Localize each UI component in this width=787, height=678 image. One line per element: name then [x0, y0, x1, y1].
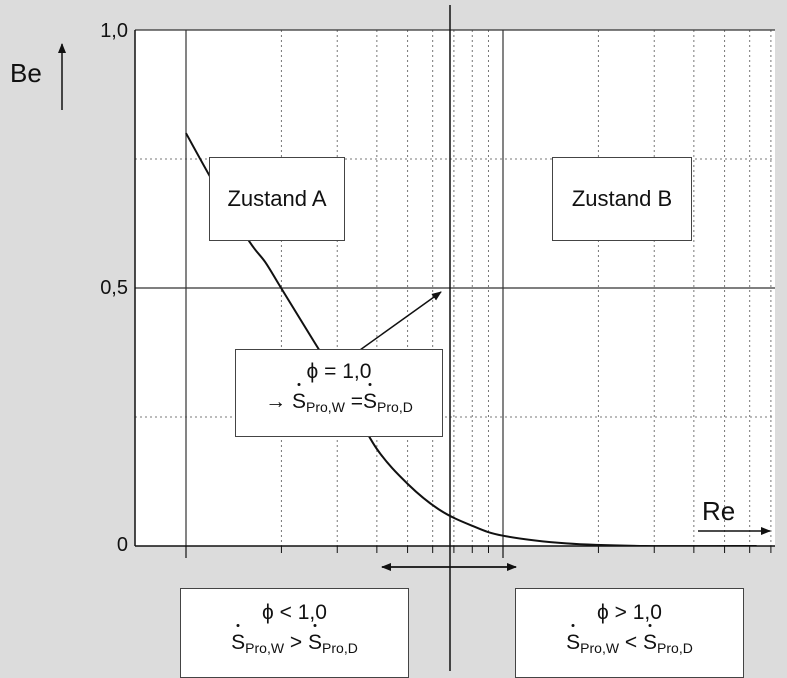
annotation-arrow	[359, 291, 442, 351]
x-ticks	[185, 546, 772, 558]
s-dot-right: S	[308, 627, 322, 659]
zone-b-box: Zustand B	[552, 157, 692, 241]
operator: =	[350, 390, 364, 413]
x-axis-title: Re	[702, 496, 735, 526]
zone-a-box: Zustand A	[209, 157, 345, 241]
s-dot-left: S	[231, 627, 245, 659]
s-dot-left: S	[292, 386, 306, 418]
left-phi-text: ϕ < 1,0	[262, 601, 327, 624]
s-dot-right: S	[363, 386, 377, 418]
subscript-right: Pro,D	[377, 399, 413, 415]
subscript-right: Pro,D	[657, 640, 693, 656]
operator: <	[624, 631, 638, 654]
zone-a-label: Zustand A	[227, 186, 327, 211]
grid-major	[135, 29, 775, 546]
y-tick-label: 0	[117, 534, 128, 556]
right-phi-text: ϕ > 1,0	[597, 601, 662, 624]
s-dot-left: S	[566, 627, 580, 659]
zone-b-label: Zustand B	[571, 186, 673, 211]
center-arrow-glyph: →	[265, 390, 287, 413]
y-axis-title: Be	[10, 58, 42, 88]
right-s-relation: SPro,W < SPro,D	[516, 627, 743, 664]
subscript-left: Pro,W	[306, 399, 345, 415]
s-dot-right: S	[643, 627, 657, 659]
subscript-left: Pro,W	[580, 640, 620, 656]
operator: >	[289, 631, 303, 654]
y-tick-label: 0,5	[100, 277, 128, 299]
subscript-left: Pro,W	[245, 640, 285, 656]
y-tick-label: 1,0	[100, 20, 128, 42]
subscript-right: Pro,D	[322, 640, 358, 656]
center-annotation-box: ϕ = 1,0 → SPro,W =SPro,D	[235, 349, 443, 437]
series-line	[185, 132, 757, 546]
center-phi-text: ϕ = 1,0	[306, 360, 372, 383]
right-annotation-box: ϕ > 1,0 SPro,W < SPro,D	[515, 588, 744, 678]
center-s-relation: → SPro,W =SPro,D	[236, 386, 442, 423]
left-s-relation: SPro,W > SPro,D	[181, 627, 408, 664]
left-annotation-box: ϕ < 1,0 SPro,W > SPro,D	[180, 588, 409, 678]
